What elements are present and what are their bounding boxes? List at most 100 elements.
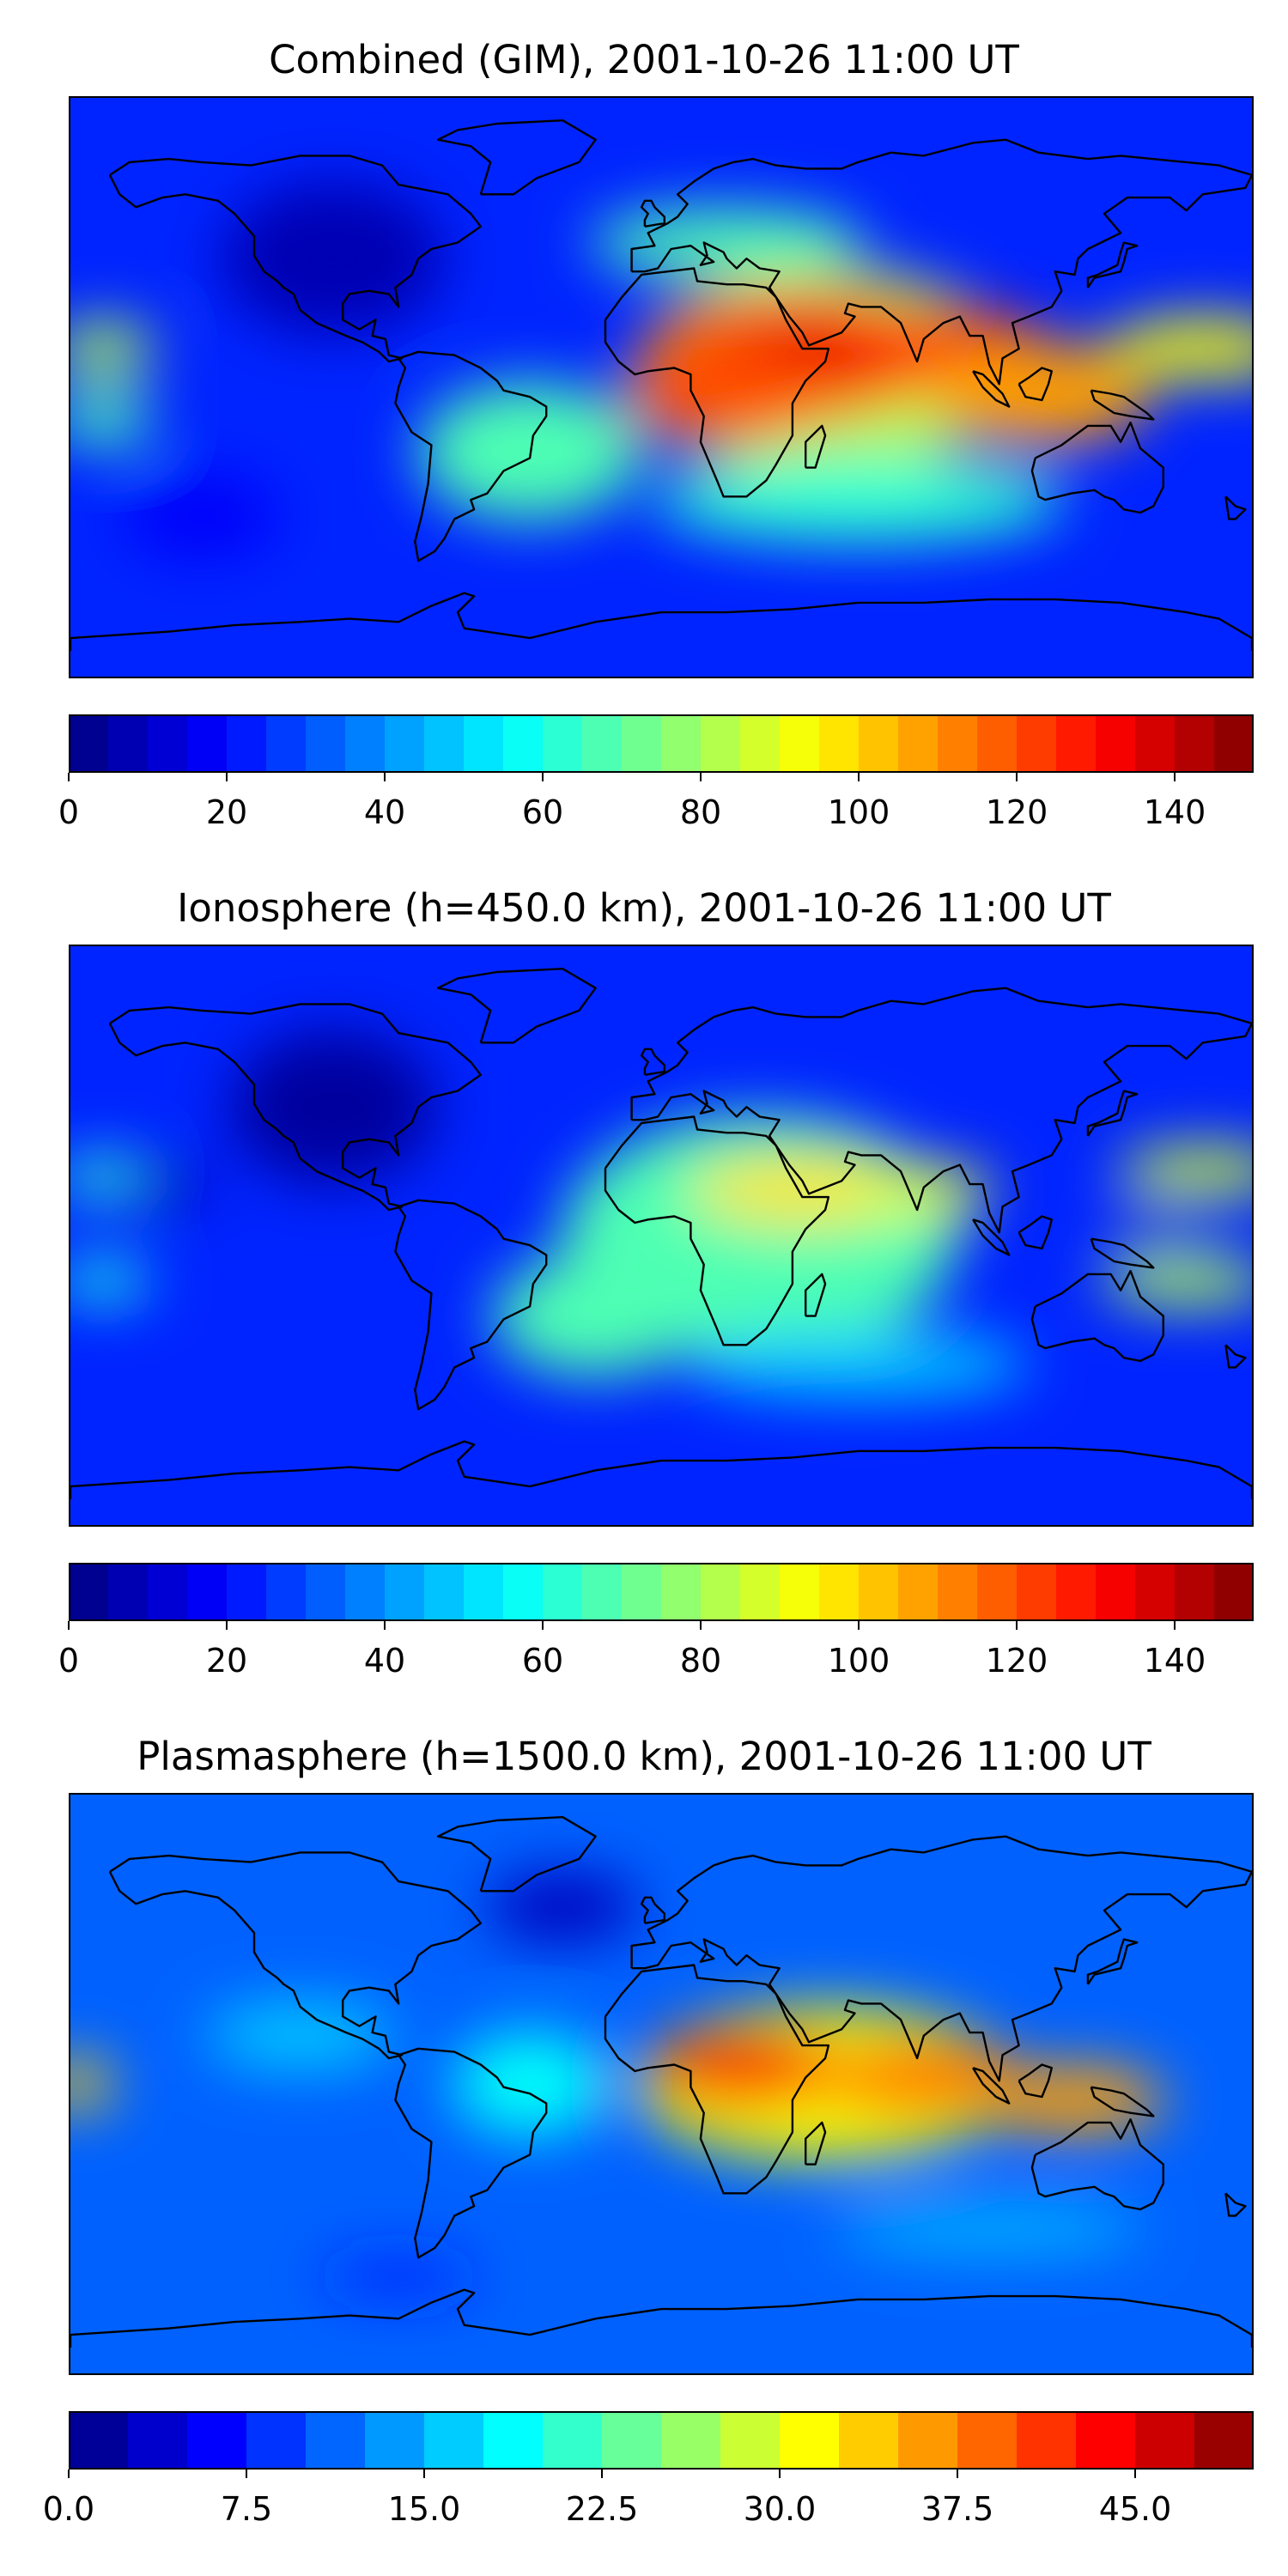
colorbar-segment: [503, 1563, 544, 1621]
colorbar-segment: [543, 1563, 583, 1621]
coastlines: [70, 1816, 1252, 2348]
colorbar-segment: [661, 2411, 721, 2470]
colorbar-tick-mark: [700, 1621, 702, 1630]
colorbar-tick-label: 0: [58, 793, 80, 831]
field-blob: [205, 2001, 395, 2070]
coastlines: [70, 119, 1252, 651]
chart-title: Combined (GIM), 2001-10-26 11:00 UT: [269, 37, 1019, 82]
coastline-new-zealand: [1224, 495, 1247, 520]
coastline-south-america: [394, 1199, 548, 1411]
coastline-uk: [640, 199, 665, 228]
colorbar-svg: [69, 2411, 1255, 2470]
colorbar-tick-label: 40: [363, 1642, 406, 1680]
colorbar-tick-mark: [226, 773, 228, 781]
colorbar-tick-label: 20: [205, 793, 248, 831]
heatmap-svg: [70, 946, 1252, 1525]
colorbar-segment: [622, 714, 662, 773]
colorbar-segment: [938, 1563, 978, 1621]
colorbar-tick-label: 80: [679, 793, 722, 831]
field-blob: [1102, 1213, 1206, 1245]
colorbar-segment: [701, 714, 741, 773]
field-blob: [124, 472, 279, 559]
colorbar-tick-mark: [384, 773, 386, 781]
colorbar-segment: [385, 714, 425, 773]
colorbar-tick-label: 140: [1143, 1642, 1206, 1680]
coastline-new-zealand: [1224, 2192, 1247, 2217]
field-blob: [686, 1329, 1030, 1399]
coastline-japan: [1086, 241, 1139, 289]
colorbar-segment: [148, 1563, 188, 1621]
colorbar-tick-label: 100: [827, 793, 890, 831]
colorbar-segment: [1214, 714, 1255, 773]
colorbar: [69, 2411, 1255, 2470]
coastline-sumatra: [972, 1218, 1011, 1256]
colorbar-segment: [740, 714, 781, 773]
colorbar-segment: [69, 1563, 109, 1621]
colorbar-segment: [1175, 714, 1215, 773]
coastline-eurasia: [630, 1835, 1252, 2082]
chart-title: Plasmasphere (h=1500.0 km), 2001-10-26 1…: [137, 1734, 1151, 1779]
coastline-sumatra: [972, 2067, 1011, 2105]
colorbar-segment: [345, 714, 386, 773]
colorbar-segment: [69, 2411, 129, 2470]
coastline-australia: [1030, 2118, 1165, 2211]
colorbar-tick-mark: [601, 2470, 603, 2478]
colorbar-segment: [898, 1563, 939, 1621]
colorbar-segment: [187, 1563, 228, 1621]
colorbar-segment: [1096, 714, 1136, 773]
colorbar-segment: [424, 2411, 484, 2470]
colorbar-tick-label: 60: [521, 1642, 564, 1680]
colorbar-tick-label: 60: [521, 793, 564, 831]
colorbar-tick-mark: [1134, 2470, 1136, 2478]
colorbar-tick-labels: 0 20 40 60 80 100 120 140: [58, 1621, 1254, 1680]
colorbar-segment: [108, 1563, 149, 1621]
tec-map: [69, 96, 1254, 678]
coastline-uk: [640, 1048, 665, 1076]
coastline-antarctica: [70, 1440, 1252, 1499]
coastline-antarctica: [70, 2288, 1252, 2348]
colorbar-segment: [69, 714, 109, 773]
coastline-australia: [1030, 1270, 1165, 1363]
coastline-new-zealand: [1224, 1344, 1247, 1369]
colorbar-segment: [957, 2411, 1018, 2470]
colorbar-segment: [898, 714, 939, 773]
colorbar-segment: [464, 714, 504, 773]
colorbar-tick-label: 80: [679, 1642, 722, 1680]
colorbar-tick-mark: [542, 773, 544, 781]
coastline-antarctica: [70, 592, 1252, 651]
colorbar-segment: [977, 714, 1018, 773]
colorbar-tick-label: 100: [827, 1642, 890, 1680]
colorbar-tick-label: 22.5: [565, 2490, 639, 2528]
colorbar-segment: [839, 2411, 899, 2470]
colorbar-segment: [424, 1563, 465, 1621]
field-blob: [927, 342, 1151, 446]
colorbar-segment: [780, 2411, 840, 2470]
coastline-africa: [604, 1115, 830, 1346]
coastline-japan: [1086, 1090, 1139, 1137]
colorbar-segment: [898, 2411, 958, 2470]
field-blob: [485, 1873, 641, 1942]
coastline-africa: [604, 1964, 830, 2195]
coastline-madagascar: [805, 1273, 827, 1317]
colorbar: [69, 714, 1255, 773]
colorbar-segment: [187, 2411, 247, 2470]
colorbar-segment: [602, 2411, 662, 2470]
field-blob: [1116, 1147, 1252, 1196]
coastline-africa: [604, 267, 830, 498]
colorbar-tick-mark: [542, 1621, 544, 1630]
colorbar-tick-mark: [1174, 773, 1176, 781]
coastline-greenland: [436, 968, 597, 1044]
field-blob: [589, 208, 865, 277]
colorbar-segment: [306, 2411, 366, 2470]
heatmap-svg: [70, 1795, 1252, 2373]
colorbar-segment: [128, 2411, 188, 2470]
colorbar-segment: [306, 714, 346, 773]
field-blob: [648, 2029, 838, 2107]
colorbar-segment: [780, 714, 820, 773]
colorbar-tick-label: 45.0: [1098, 2490, 1172, 2528]
colorbar-segment: [1017, 1563, 1057, 1621]
colorbar-segment: [306, 1563, 346, 1621]
colorbar-tick-mark: [384, 1621, 386, 1630]
colorbar-segment: [622, 1563, 662, 1621]
colorbar-frame: [69, 714, 1254, 773]
